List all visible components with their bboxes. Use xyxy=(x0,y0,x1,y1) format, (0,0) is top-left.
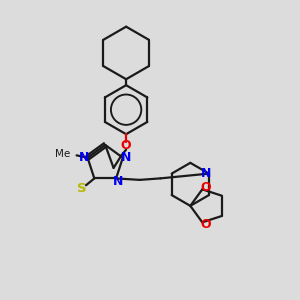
Text: N: N xyxy=(201,167,211,180)
Text: N: N xyxy=(112,176,123,188)
Text: O: O xyxy=(201,181,211,194)
Text: N: N xyxy=(79,151,89,164)
Text: O: O xyxy=(121,139,131,152)
Text: N: N xyxy=(121,151,132,164)
Text: Me: Me xyxy=(55,149,70,159)
Text: S: S xyxy=(77,182,87,195)
Text: O: O xyxy=(201,218,211,231)
